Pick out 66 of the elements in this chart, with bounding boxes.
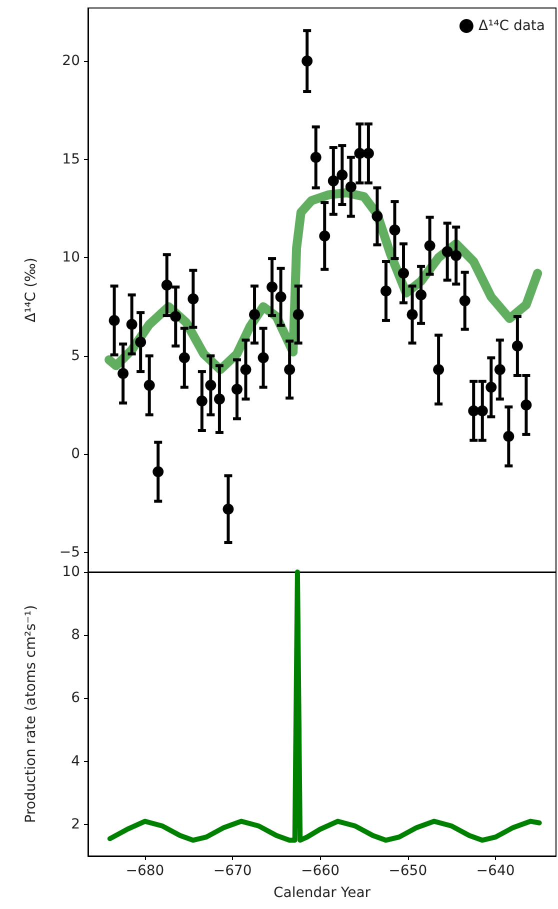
point [398,268,410,279]
y-tick-label: 6 [71,690,80,706]
point [459,295,470,306]
point [345,181,356,192]
point [178,352,190,364]
point [266,282,278,293]
point [362,148,374,159]
point [126,318,138,330]
y-tick-label: 5 [71,348,80,364]
point [336,170,348,181]
legend-label: Δ¹⁴C data [478,18,545,34]
point [372,210,383,222]
point [389,224,400,236]
point [205,380,216,391]
point [520,399,532,410]
point [380,285,392,296]
y-tick-label: −5 [59,544,80,560]
x-tick-label: −640 [476,863,515,879]
x-tick-label: −660 [301,863,340,879]
point [108,314,120,326]
x-tick-label: −670 [213,863,252,879]
point [214,394,225,405]
point [188,293,199,304]
point [258,352,269,364]
point [476,405,488,416]
y-tick-label: 15 [62,151,80,168]
y-tick-label: 4 [71,753,80,770]
point [170,311,182,322]
y-tick-label: 2 [71,816,80,832]
point [494,364,506,376]
point [118,368,129,380]
point [450,250,462,262]
point [416,289,427,300]
point [232,384,242,395]
point [486,382,497,393]
point [222,504,234,515]
point [161,280,172,291]
y-axis-title: Δ¹⁴C (‰) [23,258,39,322]
point [424,240,436,252]
x-axis-title: Calendar Year [273,885,371,901]
y-tick-label: 10 [62,250,80,266]
y-tick-label: 0 [71,446,80,462]
point [442,246,453,258]
point [144,380,155,391]
x-tick-label: −650 [388,863,428,879]
y-tick-label: 10 [62,564,80,580]
x-tick-label: −680 [126,863,164,879]
y-tick-label: 8 [71,627,80,644]
y-tick-label: 20 [62,53,80,70]
point [284,364,296,376]
point [503,430,514,442]
point [292,309,304,320]
point [135,336,146,348]
point [240,364,252,376]
point [512,340,523,352]
y-axis-title: Production rate (atoms cm²s⁻¹) [23,604,39,824]
point [302,56,313,67]
point [152,466,164,478]
point [319,230,330,242]
point [249,309,260,320]
point [328,175,339,186]
point [433,364,444,376]
point [275,291,286,302]
point [310,152,322,163]
point [196,396,208,407]
point [406,309,418,320]
